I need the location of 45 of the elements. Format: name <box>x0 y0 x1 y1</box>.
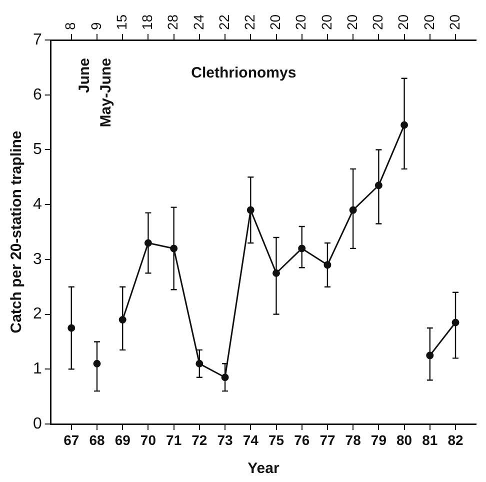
y-tick-label: 2 <box>32 306 42 323</box>
x-tick-label: 71 <box>166 432 182 448</box>
text: 20 <box>370 14 386 30</box>
text: 20 <box>395 14 412 30</box>
x-axis-title: Year <box>248 460 280 478</box>
y-tick-label: 1 <box>32 360 42 378</box>
text: 9 <box>88 22 104 30</box>
text: 28 <box>164 14 181 30</box>
y-tick-label: 7 <box>32 31 42 48</box>
text: 20 <box>446 14 462 30</box>
text: 20 <box>420 14 437 30</box>
x-tick-label: 79 <box>370 432 387 448</box>
text: 20 <box>292 14 309 30</box>
x-tick-label: 77 <box>320 432 336 448</box>
text: 20 <box>318 14 334 30</box>
y-tick-label: 5 <box>32 141 42 158</box>
x-tick-label: 69 <box>114 432 131 448</box>
x-tick-label: 81 <box>422 432 438 448</box>
x-tick-label: 75 <box>268 432 284 448</box>
text: 15 <box>113 14 130 30</box>
text: 24 <box>190 14 206 30</box>
x-tick-label: 73 <box>217 432 234 448</box>
y-axis-title: Catch per 20-station trapline <box>8 130 26 334</box>
text: 20 <box>267 14 284 30</box>
x-tick-label: 70 <box>140 432 156 448</box>
y-tick-label: 3 <box>32 250 42 268</box>
x-tick-label: 68 <box>89 432 105 448</box>
text: 18 <box>139 14 156 30</box>
y-tick-label: 6 <box>32 86 42 104</box>
text: 22 <box>242 14 258 30</box>
annotation: June <box>76 58 94 94</box>
y-tick-label: 0 <box>32 415 42 432</box>
x-tick-label: 76 <box>294 432 310 448</box>
text: 20 <box>344 14 360 30</box>
text: 8 <box>62 22 78 30</box>
x-tick-label: 67 <box>64 432 80 448</box>
text: 22 <box>216 14 232 30</box>
x-tick-label: 74 <box>242 432 259 448</box>
annotation: May-June <box>97 58 114 128</box>
x-tick-label: 82 <box>448 432 464 448</box>
annotation: Clethrionomys <box>191 64 296 82</box>
x-tick-label: 78 <box>345 432 362 448</box>
y-tick-label: 4 <box>32 196 42 213</box>
x-tick-label: 72 <box>192 432 208 448</box>
x-tick-label: 80 <box>396 432 412 448</box>
